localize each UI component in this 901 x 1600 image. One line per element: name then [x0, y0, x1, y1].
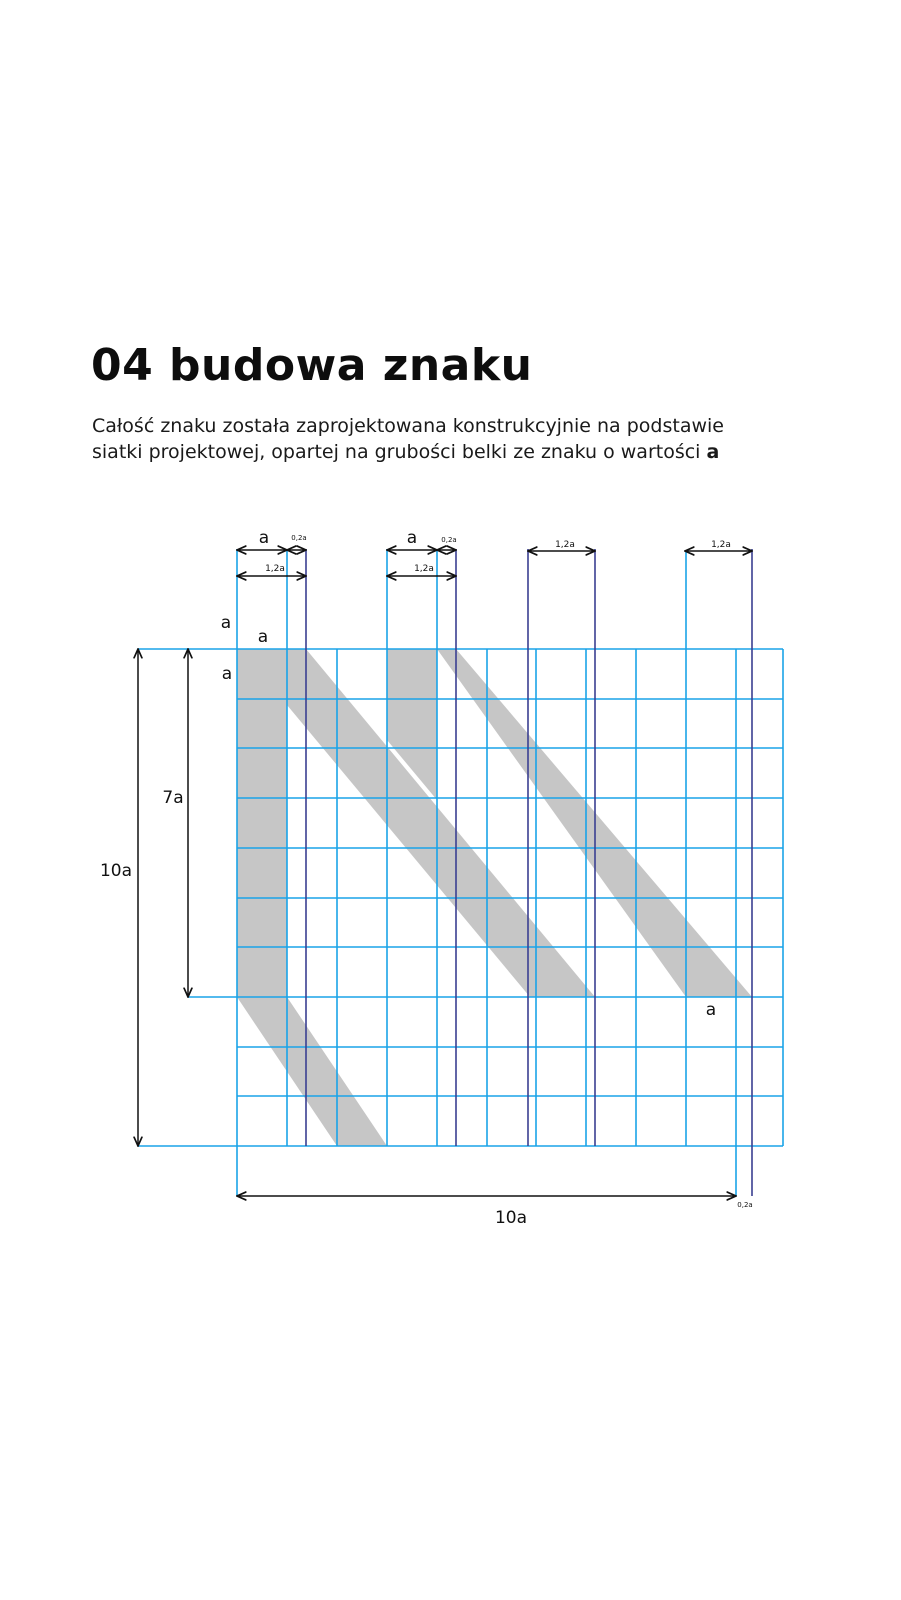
intro-emphasis-a: a	[706, 441, 720, 463]
intro-line-1: Całość znaku została zaprojektowana kons…	[92, 415, 724, 437]
label-height-10a: 10a	[100, 861, 132, 881]
logo-shape-lower-tail	[237, 997, 387, 1146]
logo-shape-second-stem	[387, 649, 437, 800]
dimension-lines	[138, 550, 752, 1196]
dimension-labels: a 0,2a 1,2a a 0,2a 1,2a 1,2a 1,2a a a a …	[100, 528, 753, 1228]
label-top-12a-1: 1,2a	[265, 564, 285, 574]
label-cell-a-top: a	[258, 627, 268, 647]
label-left-a-inner: a	[222, 664, 232, 684]
label-top-02a-1: 0,2a	[291, 534, 306, 542]
intro-line-2-text: siatki projektowej, opartej na grubości …	[92, 441, 707, 463]
intro-line-2: siatki projektowej, opartej na grubości …	[92, 439, 852, 465]
label-top-12a-2: 1,2a	[414, 564, 434, 574]
label-top-12a-3: 1,2a	[555, 540, 575, 550]
guide-lines	[305, 549, 753, 1196]
label-left-a-outer: a	[221, 613, 231, 633]
label-top-a-1: a	[259, 528, 269, 548]
logo-shape-left-stem	[237, 649, 287, 997]
label-bottom-a: a	[706, 1000, 716, 1020]
design-grid	[138, 549, 784, 1196]
page-title: 04 budowa znaku	[91, 340, 533, 391]
label-height-7a: 7a	[162, 788, 183, 808]
logo-shape-diagonal-1	[287, 649, 595, 997]
label-width-10a: 10a	[495, 1208, 527, 1228]
label-top-a-2: a	[407, 528, 417, 548]
label-top-02a-2: 0,2a	[441, 536, 456, 544]
intro-paragraph: Całość znaku została zaprojektowana kons…	[92, 413, 852, 465]
label-bottom-02a: 0,2a	[737, 1201, 752, 1209]
label-top-12a-4: 1,2a	[711, 540, 731, 550]
